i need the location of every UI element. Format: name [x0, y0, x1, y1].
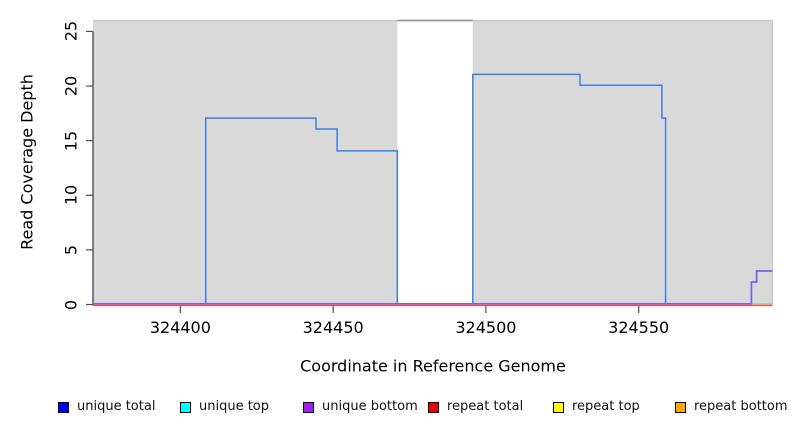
y-tick-label: 0 [61, 299, 81, 310]
covered-region [93, 20, 398, 305]
legend-swatch-unique-bottom [303, 402, 314, 413]
legend-label: repeat top [572, 399, 640, 414]
y-tick-label: 20 [61, 75, 81, 97]
series-line-unique-bottom [93, 270, 773, 305]
legend-label: repeat bottom [694, 399, 788, 414]
x-tick-label: 324550 [608, 318, 670, 337]
y-tick-label: 5 [61, 244, 81, 255]
y-tick-label: 10 [61, 185, 81, 206]
y-axis-title: Read Coverage Depth [17, 74, 37, 250]
legend-label: unique top [199, 399, 270, 414]
covered-region [472, 20, 773, 305]
legend-swatch-repeat-total [428, 402, 439, 413]
y-tick-label: 25 [61, 21, 81, 42]
legend-swatch-unique-total [58, 402, 69, 413]
x-tick-label: 324500 [455, 318, 517, 337]
legend-label: unique total [77, 399, 156, 414]
x-tick-label: 324450 [302, 318, 364, 337]
legend-swatch-repeat-bottom [675, 402, 686, 413]
y-tick-label: 15 [61, 130, 81, 151]
x-tick-label: 324400 [149, 318, 211, 337]
legend-swatch-unique-top [180, 402, 191, 413]
legend-label: unique bottom [322, 399, 418, 414]
legend-swatch-repeat-top [553, 402, 564, 413]
x-axis-title: Coordinate in Reference Genome [300, 356, 566, 376]
legend-label: repeat total [447, 399, 524, 414]
